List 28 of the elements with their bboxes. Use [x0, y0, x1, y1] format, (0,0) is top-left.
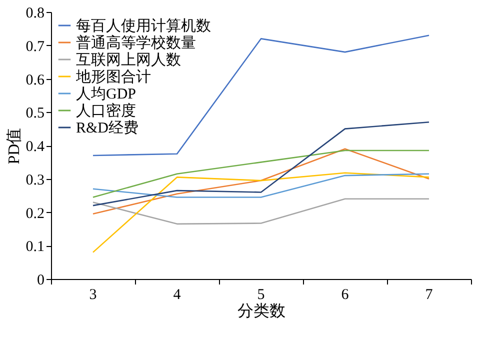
line-series: [92, 172, 430, 253]
x-tick-label: 4: [173, 287, 182, 303]
y-tick-label: 0.6: [26, 72, 45, 88]
line-series: [92, 148, 430, 215]
legend-label: R&D经费: [76, 120, 139, 136]
legend-label: 人口密度: [76, 102, 136, 120]
y-tick-label: 0.5: [26, 106, 44, 122]
y-tick-label: 0.4: [26, 139, 45, 155]
y-tick-label: 0.2: [26, 206, 44, 222]
y-axis-title: PD值: [6, 128, 23, 164]
legend-label: 地形图合计: [75, 68, 151, 86]
y-tick-label: 0: [37, 272, 44, 288]
y-tick-label: 0.8: [26, 6, 44, 22]
line-series: [92, 150, 430, 198]
legend-label: 普通高等学校数量: [76, 34, 196, 52]
line-series: [92, 198, 430, 225]
y-tick-label: 0.7: [26, 38, 45, 55]
line-series: [92, 173, 430, 198]
x-tick-label: 3: [89, 287, 97, 303]
x-tick-label: 7: [425, 287, 434, 303]
x-tick-label: 6: [341, 287, 350, 303]
y-tick-label: 0.1: [26, 239, 44, 256]
x-axis-title: 分类数: [238, 302, 286, 320]
legend-label: 人均GDP: [76, 86, 136, 102]
legend-label: 互联网上网人数: [76, 52, 181, 68]
y-tick-label: 0.3: [26, 172, 44, 188]
legend-label: 每百人使用计算机数: [76, 18, 211, 34]
x-tick-label: 5: [257, 287, 265, 303]
